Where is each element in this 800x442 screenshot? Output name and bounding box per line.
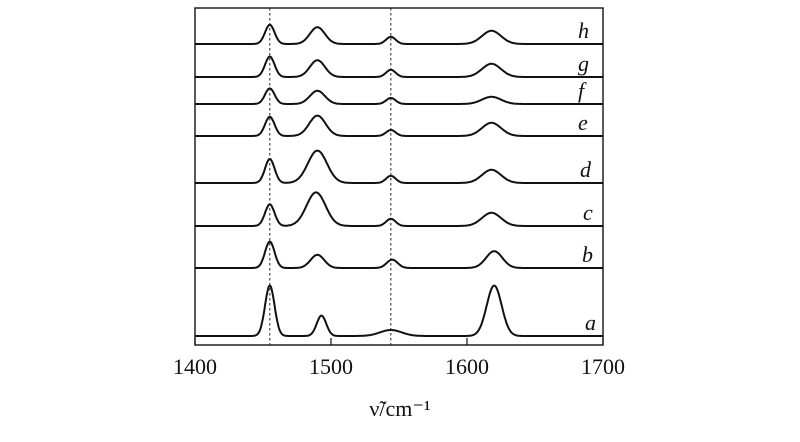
series-label-b: b [582, 242, 593, 267]
series-label-a: a [585, 310, 596, 335]
series-label-e: e [578, 110, 588, 135]
x-axis-ticks [194, 338, 604, 345]
x-tick-label-1400: 1400 [173, 354, 217, 379]
x-tick-label-1600: 1600 [445, 354, 489, 379]
series-label-c: c [583, 200, 593, 225]
spectrum-b [194, 240, 604, 269]
x-axis-tick-labels: 1400 1500 1600 1700 [173, 354, 625, 379]
x-tick-label-1500: 1500 [309, 354, 353, 379]
series-label-d: d [580, 157, 592, 182]
x-axis-label: ν̃/cm⁻¹ [369, 396, 430, 421]
plot-frame [194, 7, 604, 346]
series-label-f: f [578, 78, 587, 103]
spectrum-f [194, 87, 604, 105]
spectra-group [194, 23, 604, 337]
spectrum-g [194, 55, 604, 78]
spectrum-e [194, 114, 604, 137]
spectrum-a [194, 284, 604, 337]
spectrum-d [194, 149, 604, 184]
spectrum-c [194, 191, 604, 227]
series-label-h: h [578, 18, 589, 43]
spectrum-h [194, 23, 604, 45]
reference-lines [269, 8, 392, 345]
x-tick-label-1700: 1700 [581, 354, 625, 379]
series-label-g: g [578, 51, 589, 76]
